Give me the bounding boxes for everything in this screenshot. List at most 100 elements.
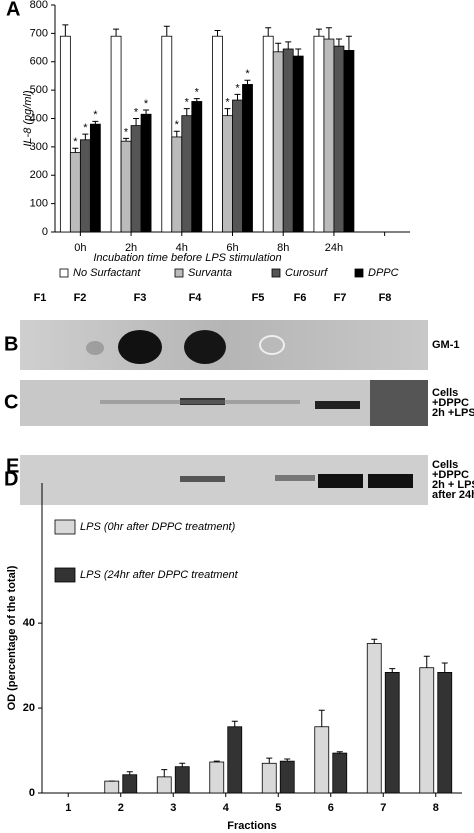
error-bar xyxy=(389,668,396,673)
legend-label: DPPC xyxy=(368,267,399,279)
x-tick-label: 8h xyxy=(277,242,289,254)
bar xyxy=(110,35,122,233)
error-bar xyxy=(318,709,325,727)
significance-mark: * xyxy=(134,106,139,118)
x-tick-label: 0h xyxy=(74,242,86,254)
bar xyxy=(313,35,325,233)
blot-band xyxy=(370,380,428,426)
x-tick-label: 4h xyxy=(176,242,188,254)
error-bar xyxy=(82,133,89,140)
error-bar xyxy=(193,98,200,102)
x-tick-label: 4 xyxy=(223,802,230,814)
blot-label: after 24h xyxy=(432,489,474,501)
error-bar xyxy=(371,638,378,644)
panel-letter: D xyxy=(4,468,18,490)
x-tick-label: 5 xyxy=(275,802,281,814)
significance-mark: * xyxy=(195,87,200,99)
bar xyxy=(366,643,382,794)
y-tick-label: 800 xyxy=(30,0,48,11)
error-bar xyxy=(336,751,343,754)
error-bar xyxy=(284,758,291,762)
legend-label: No Surfactant xyxy=(73,267,141,279)
blot-band xyxy=(275,475,315,481)
significance-mark: * xyxy=(73,136,78,148)
fraction-label: F7 xyxy=(334,292,347,304)
blot-spot xyxy=(184,330,226,364)
significance-mark: * xyxy=(185,96,190,108)
fraction-label: F1 xyxy=(34,292,47,304)
bar xyxy=(59,35,71,233)
bar xyxy=(323,38,335,233)
significance-mark: * xyxy=(245,68,250,80)
blot-band xyxy=(318,474,363,488)
blot-label: 2h +LPS xyxy=(432,407,474,419)
legend-swatch xyxy=(54,519,76,535)
legend-swatch xyxy=(59,268,69,278)
y-tick-label: 500 xyxy=(30,84,48,96)
bar xyxy=(242,84,253,233)
fraction-label: F6 xyxy=(294,292,307,304)
legend-label: LPS (0hr after DPPC treatment) xyxy=(80,521,236,533)
error-bar xyxy=(179,762,186,767)
x-tick-label: 24h xyxy=(325,242,343,254)
bar xyxy=(282,48,294,233)
bar xyxy=(209,761,225,794)
bar xyxy=(191,101,203,233)
error-bar xyxy=(234,93,241,101)
error-bar xyxy=(163,25,170,37)
x-tick-label: 6 xyxy=(328,802,334,814)
bar xyxy=(161,35,173,233)
error-bar xyxy=(266,757,273,764)
y-tick-label: 700 xyxy=(30,27,48,39)
significance-mark: * xyxy=(144,98,149,110)
x-tick-label: 2 xyxy=(118,802,124,814)
legend-swatch xyxy=(354,268,364,278)
panel-letter: E xyxy=(6,455,19,477)
legend-label: Survanta xyxy=(188,267,232,279)
bar xyxy=(89,123,101,233)
error-bar xyxy=(244,79,251,85)
x-axis-label: Fractions xyxy=(227,820,277,832)
error-bar xyxy=(92,120,99,125)
y-tick-label: 200 xyxy=(30,169,48,181)
bar xyxy=(343,50,355,233)
bar xyxy=(384,671,400,794)
legend-label: Curosurf xyxy=(285,267,328,279)
bar xyxy=(227,726,243,794)
bar xyxy=(292,55,304,233)
legend-swatch xyxy=(271,268,281,278)
error-bar xyxy=(126,771,133,775)
error-bar xyxy=(123,137,130,142)
significance-mark: * xyxy=(83,122,88,134)
blot-label: Cells xyxy=(432,459,458,471)
error-bar xyxy=(423,655,430,668)
error-bar xyxy=(213,760,220,762)
bar xyxy=(279,760,295,794)
error-bar xyxy=(325,27,332,40)
bar xyxy=(232,99,243,233)
blot-spot xyxy=(259,335,285,355)
bar xyxy=(419,667,435,794)
bar xyxy=(333,45,345,233)
blot-label: Cells xyxy=(432,387,458,399)
error-bar xyxy=(345,35,352,51)
fraction-label: F3 xyxy=(134,292,147,304)
bar xyxy=(181,115,193,233)
significance-mark: * xyxy=(235,82,240,94)
panel-letter: C xyxy=(4,391,18,413)
bar xyxy=(437,671,453,794)
error-bar xyxy=(441,662,448,673)
fraction-label: F4 xyxy=(189,292,203,304)
x-tick-label: 3 xyxy=(170,802,176,814)
bar xyxy=(174,766,190,794)
significance-mark: * xyxy=(124,126,129,138)
blot-spot xyxy=(86,341,104,355)
fraction-label: F8 xyxy=(379,292,392,304)
blot-band xyxy=(100,400,300,404)
x-tick-label: 2h xyxy=(125,242,137,254)
fraction-label: F5 xyxy=(252,292,265,304)
error-bar xyxy=(173,130,180,137)
bar xyxy=(212,35,223,233)
error-bar xyxy=(133,118,140,126)
